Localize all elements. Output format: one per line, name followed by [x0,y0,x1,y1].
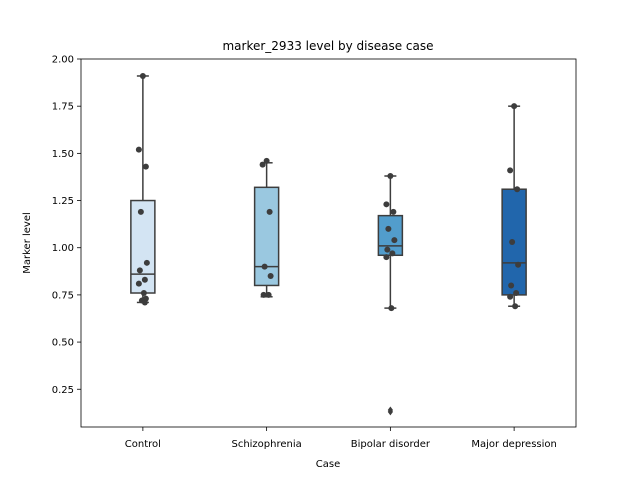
y-axis: 0.25 0.50 0.75 1.00 1.25 1.50 1.75 2.00 [52,55,81,396]
data-point [135,280,142,287]
data-point [141,299,148,306]
box-group [377,173,404,416]
data-point [141,276,148,283]
x-tick-label: Schizophrenia [231,439,301,450]
y-tick-label: 0.25 [52,385,74,396]
data-point [390,208,397,215]
data-point [385,225,392,232]
x-tick-label: Major depression [471,439,557,450]
data-point [143,259,150,266]
data-point [135,146,142,153]
data-point [139,72,146,79]
y-tick-label: 1.75 [52,102,74,113]
y-tick-label: 0.75 [52,290,74,301]
box-group [501,103,527,310]
data-point [387,173,394,180]
box-group [253,157,280,298]
data-point [266,208,273,215]
data-point [263,157,270,164]
data-point [388,305,395,312]
data-point [383,201,390,208]
data-point [265,291,272,298]
data-point [384,246,391,253]
y-tick-label: 1.25 [52,196,74,207]
data-point [509,239,516,246]
x-tick-label: Bipolar disorder [351,439,431,450]
y-tick-label: 2.00 [52,55,74,66]
x-tick-label: Control [125,439,161,450]
data-point [513,290,520,297]
y-axis-label: Marker level [22,212,33,274]
data-point [142,163,149,170]
outlier-marker [387,408,393,416]
data-point [507,167,514,174]
data-point [136,267,143,274]
data-point [137,208,144,215]
axes-frame [80,58,577,428]
y-tick-label: 1.00 [52,243,74,254]
data-point [260,291,267,298]
box-body [253,186,280,287]
data-point [259,161,266,168]
y-tick-label: 0.50 [52,338,74,349]
data-point [508,282,515,289]
data-point [512,303,519,310]
y-tick-label: 1.50 [52,149,74,160]
x-axis: Control Schizophrenia Bipolar disorder Majo… [125,427,557,450]
box-group [130,72,156,306]
plot-area [130,72,527,416]
data-point [267,273,274,280]
data-point [261,263,268,270]
box-body [377,214,404,257]
data-point [507,293,514,300]
data-point [140,290,147,297]
data-point [515,261,522,268]
x-axis-label: Case [316,459,340,470]
data-point [383,254,390,261]
data-point [514,186,521,193]
data-point [389,250,396,257]
data-point [391,237,398,244]
chart-title: marker_2933 level by disease case [222,39,433,53]
data-point [511,103,518,110]
